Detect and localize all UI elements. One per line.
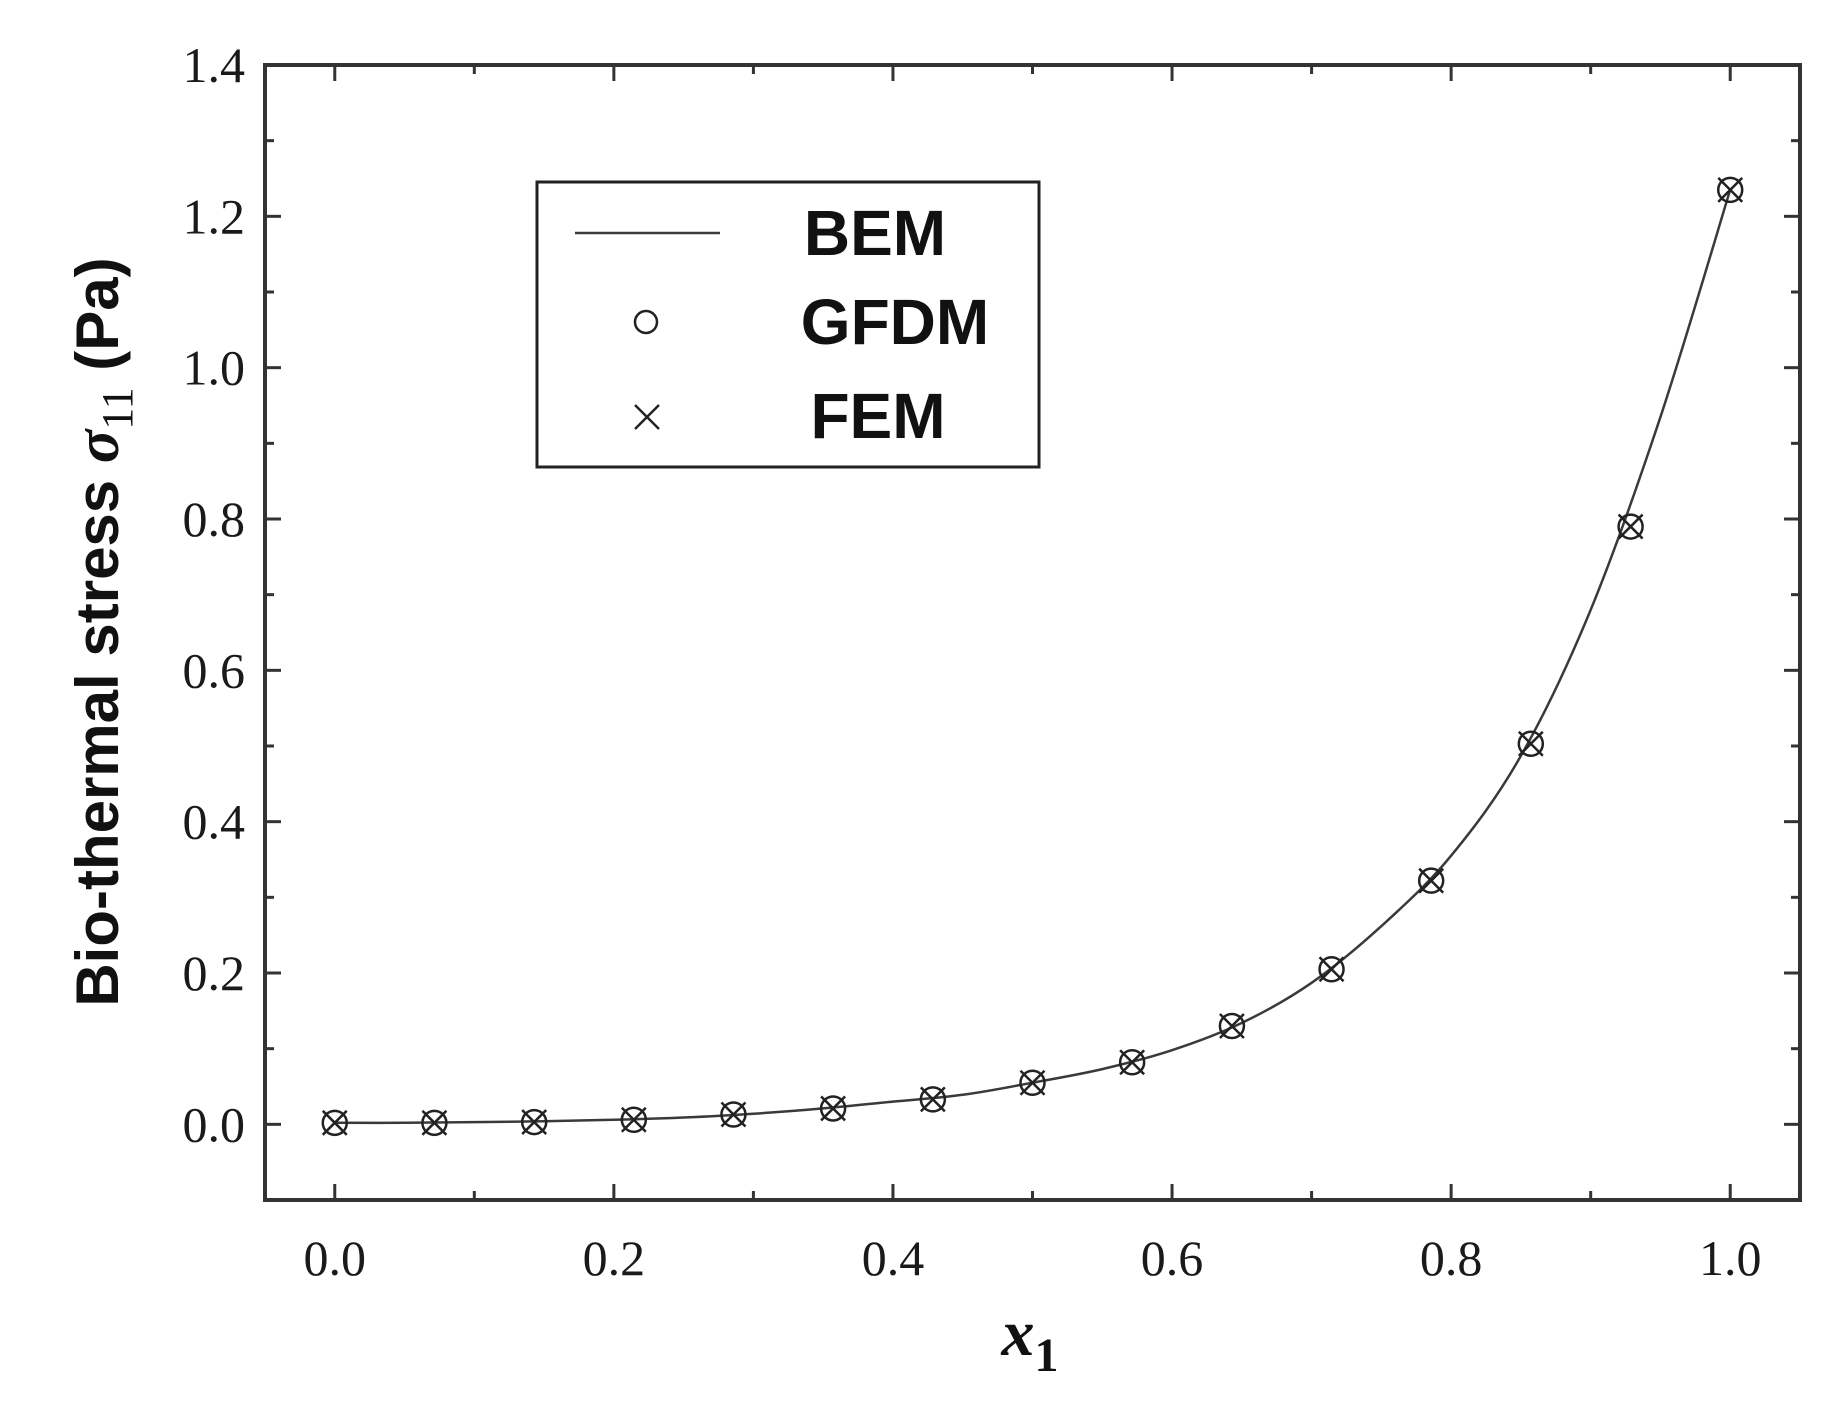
gfdm-point <box>421 1109 448 1137</box>
gfdm-point <box>1019 1069 1046 1096</box>
y-axis-label-suffix: (Pa) <box>64 257 131 387</box>
legend-label-bem: BEM <box>804 197 946 269</box>
gfdm-point <box>819 1095 847 1122</box>
gfdm-point <box>1417 867 1445 894</box>
x-tick-label: 0.8 <box>1420 1230 1483 1286</box>
x-axis-label-subscript: 1 <box>1035 1329 1059 1382</box>
legend-label-fem: FEM <box>810 380 945 452</box>
fem-point <box>421 1109 448 1136</box>
fem-point <box>820 1095 846 1122</box>
gfdm-point <box>321 1109 349 1137</box>
gfdm-point <box>1118 1049 1146 1076</box>
x-axis-label: x1 <box>1001 1297 1059 1382</box>
legend-label-gfdm: GFDM <box>801 286 989 358</box>
y-tick-label: 0.2 <box>183 945 246 1001</box>
gfdm-point <box>919 1086 947 1113</box>
x-axis-label-main: x <box>1001 1297 1035 1370</box>
fem-point <box>720 1101 747 1128</box>
fem-point <box>1717 176 1744 203</box>
gfdm-point <box>1617 513 1644 540</box>
legend: BEM GFDM FEM <box>535 180 1041 469</box>
series-markers-fem <box>321 176 1744 1136</box>
fem-point <box>1019 1069 1046 1096</box>
gfdm-point <box>720 1101 747 1128</box>
y-axis-label-prefix: Bio-thermal stress <box>64 463 131 1007</box>
fem-point <box>1219 1013 1245 1039</box>
fem-point <box>1517 730 1544 757</box>
fem-point <box>521 1109 548 1135</box>
y-tick-label: 1.4 <box>183 37 246 93</box>
y-axis-label: Bio-thermal stress σ11 (Pa) <box>64 257 142 1006</box>
series-line-bem <box>334 189 1732 1125</box>
fem-point <box>919 1086 946 1113</box>
y-tick-label: 0.8 <box>183 491 246 547</box>
y-axis-ticks <box>265 63 1800 1202</box>
legend-marker-gfdm <box>633 309 659 335</box>
y-tick-label: 1.2 <box>183 188 246 244</box>
legend-box <box>535 180 1041 469</box>
fem-point <box>1318 956 1345 983</box>
fem-point <box>321 1109 348 1136</box>
fem-point <box>1617 513 1644 540</box>
y-tick-label: 0.0 <box>183 1096 246 1152</box>
x-axis-tick-labels: 0.0 0.2 0.4 0.6 0.8 1.0 <box>304 1230 1762 1286</box>
gfdm-point <box>1318 955 1345 983</box>
gfdm-point <box>620 1106 648 1134</box>
fem-point <box>1119 1049 1146 1076</box>
x-tick-label: 0.0 <box>304 1230 367 1286</box>
x-axis-ticks <box>333 65 1732 1200</box>
fem-point <box>620 1106 647 1133</box>
legend-marker-fem <box>634 404 660 430</box>
y-axis-tick-labels: 0.0 0.2 0.4 0.6 0.8 1.0 1.2 1.4 <box>183 37 246 1152</box>
y-tick-label: 0.6 <box>183 642 246 698</box>
x-tick-label: 0.2 <box>583 1230 646 1286</box>
y-tick-label: 1.0 <box>183 340 246 396</box>
x-tick-label: 1.0 <box>1699 1230 1762 1286</box>
y-tick-label: 0.4 <box>183 794 246 850</box>
gfdm-point <box>1517 730 1545 757</box>
x-tick-label: 0.6 <box>1141 1230 1204 1286</box>
y-axis-label-symbol: σ <box>64 428 132 463</box>
series-markers-gfdm <box>321 176 1744 1137</box>
x-tick-label: 0.4 <box>862 1230 925 1286</box>
gfdm-point <box>1716 176 1744 204</box>
fem-point <box>1418 867 1445 894</box>
gfdm-point <box>520 1108 548 1136</box>
y-axis-label-subscript: 11 <box>93 387 142 429</box>
gfdm-point <box>1218 1012 1246 1040</box>
